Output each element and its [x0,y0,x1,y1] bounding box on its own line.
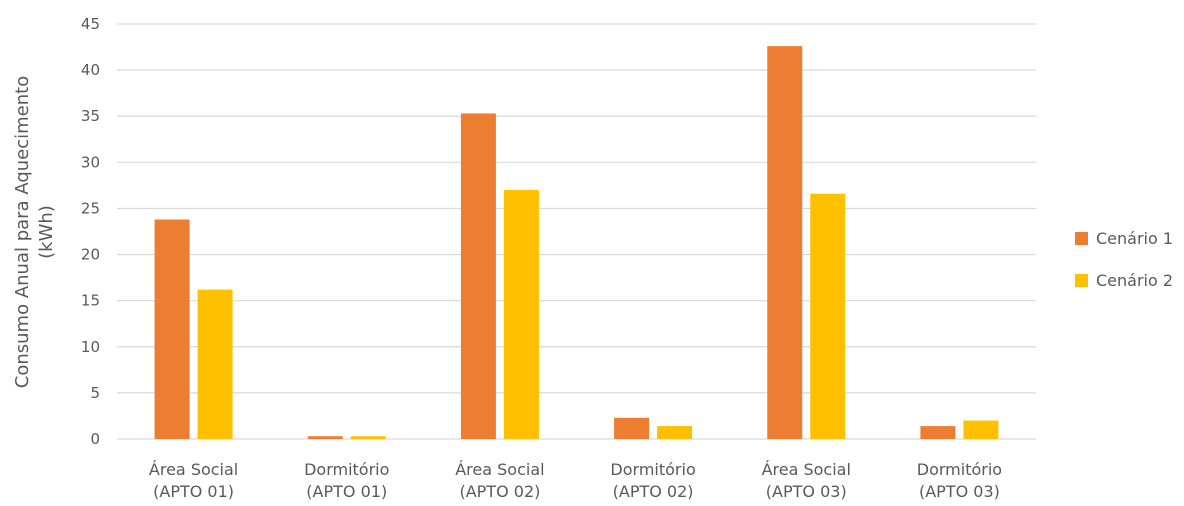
x-category-label: Dormitório (APTO 03) [917,460,1002,501]
y-tick-label: 15 [81,292,100,310]
y-axis-title: Consumo Anual para Aquecimento (kWh) [12,76,57,388]
bar-1-2 [307,436,343,439]
bar-1-3 [460,113,496,439]
x-category-label: Dormitório (APTO 02) [610,460,695,501]
y-tick-label: 35 [81,107,100,125]
bar-1-4 [614,417,650,439]
y-tick-label: 25 [81,199,100,217]
y-tick-label: 0 [90,430,100,448]
legend-swatch-1 [1075,232,1088,245]
y-tick-label: 40 [81,61,100,79]
y-axis-ticks: 0 5 10 15 20 25 30 35 40 45 [81,15,100,448]
bar-2-2 [350,436,386,439]
x-category-label: Dormitório (APTO 01) [304,460,389,501]
legend-swatch-2 [1075,274,1088,287]
y-tick-label: 30 [81,153,100,171]
bar-2-1 [197,289,233,439]
y-tick-label: 20 [81,246,100,264]
x-category-label: Área Social (APTO 01) [149,460,238,501]
y-tick-label: 10 [81,338,100,356]
y-axis-title-text: Consumo Anual para Aquecimento (kWh) [12,76,57,388]
gridlines [117,23,1036,440]
y-tick-label: 45 [81,15,100,33]
x-axis-categories: Área Social (APTO 01) Dormitório (APTO 01) Á… [149,460,1002,501]
bar-2-6 [963,420,999,439]
legend-label-1: Cenário 1 [1096,229,1173,248]
bar-1-1 [154,219,190,439]
x-category-label: Área Social (APTO 03) [762,460,851,501]
x-category-label: Área Social (APTO 02) [455,460,544,501]
bar-2-4 [657,426,693,439]
bar-1-6 [920,426,956,439]
bar-2-5 [810,193,846,439]
y-tick-label: 5 [90,384,100,402]
bar-1-5 [767,46,803,440]
bar-2-3 [503,190,539,439]
legend-label-2: Cenário 2 [1096,271,1173,290]
legend: Cenário 1 Cenário 2 [1075,229,1173,290]
bars [154,46,999,440]
